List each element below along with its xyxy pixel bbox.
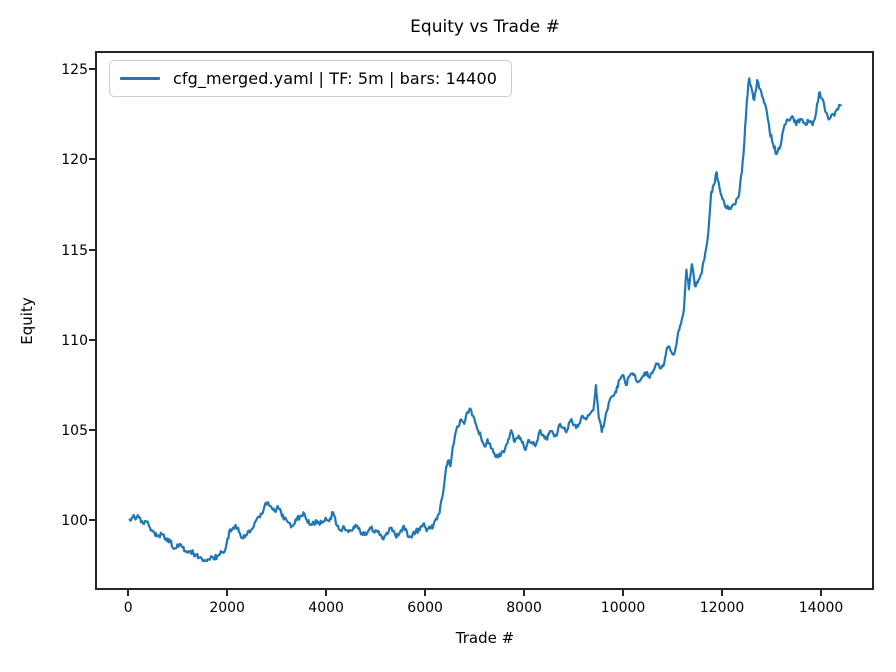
plot-area bbox=[95, 51, 874, 590]
y-tick-label: 110 bbox=[61, 332, 88, 349]
y-tick-label: 100 bbox=[61, 513, 88, 530]
y-tick-mark bbox=[89, 519, 95, 522]
x-tick-label: 6000 bbox=[407, 600, 443, 616]
x-tick-label: 14000 bbox=[798, 600, 844, 616]
x-tick-mark bbox=[622, 590, 625, 596]
x-tick-label: 12000 bbox=[699, 600, 745, 616]
x-tick-mark bbox=[325, 590, 328, 596]
x-tick-mark bbox=[721, 590, 724, 596]
x-tick-label: 0 bbox=[123, 600, 133, 616]
x-tick-label: 8000 bbox=[506, 600, 542, 616]
legend-line-swatch bbox=[120, 77, 160, 80]
y-tick-mark bbox=[89, 248, 95, 251]
x-axis-label: Trade # bbox=[455, 629, 515, 647]
x-tick-label: 2000 bbox=[209, 600, 245, 616]
y-axis-label: Equity bbox=[18, 297, 36, 345]
chart-title: Equity vs Trade # bbox=[410, 17, 560, 37]
y-tick-label: 125 bbox=[61, 62, 88, 79]
x-tick-mark bbox=[424, 590, 427, 596]
x-tick-mark bbox=[226, 590, 229, 596]
legend-label: cfg_merged.yaml | TF: 5m | bars: 14400 bbox=[173, 69, 498, 88]
x-tick-label: 10000 bbox=[600, 600, 646, 616]
y-tick-mark bbox=[89, 68, 95, 71]
y-tick-label: 115 bbox=[61, 242, 88, 259]
y-tick-label: 120 bbox=[61, 152, 88, 169]
x-tick-mark bbox=[523, 590, 526, 596]
x-tick-mark bbox=[127, 590, 130, 596]
y-tick-label: 105 bbox=[61, 423, 88, 440]
legend: cfg_merged.yaml | TF: 5m | bars: 14400 bbox=[109, 60, 513, 97]
y-tick-mark bbox=[89, 158, 95, 161]
x-tick-label: 4000 bbox=[308, 600, 344, 616]
x-tick-mark bbox=[820, 590, 823, 596]
y-tick-mark bbox=[89, 338, 95, 341]
y-tick-mark bbox=[89, 429, 95, 432]
